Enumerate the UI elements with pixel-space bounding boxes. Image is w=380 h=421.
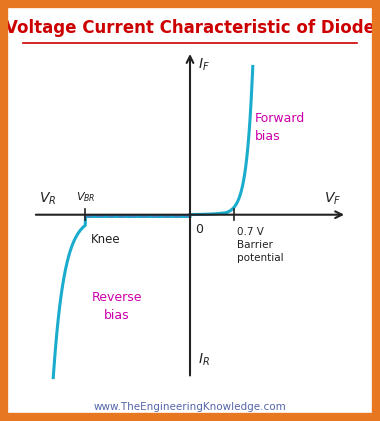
Text: $V_F$: $V_F$ [324,190,342,207]
Text: Knee: Knee [90,233,120,246]
Text: 0: 0 [195,224,203,237]
Text: $V_R$: $V_R$ [38,190,56,207]
Text: www.TheEngineeringKnowledge.com: www.TheEngineeringKnowledge.com [93,402,287,412]
Text: Forward
bias: Forward bias [255,112,305,143]
Text: 0.7 V
Barrier
potential: 0.7 V Barrier potential [237,227,284,263]
Text: $I_F$: $I_F$ [198,57,209,73]
Text: Reverse
bias: Reverse bias [92,291,142,322]
Text: Voltage Current Characteristic of Diode: Voltage Current Characteristic of Diode [5,19,375,37]
Text: $I_R$: $I_R$ [198,352,209,368]
Text: $V_{BR}$: $V_{BR}$ [76,190,95,204]
